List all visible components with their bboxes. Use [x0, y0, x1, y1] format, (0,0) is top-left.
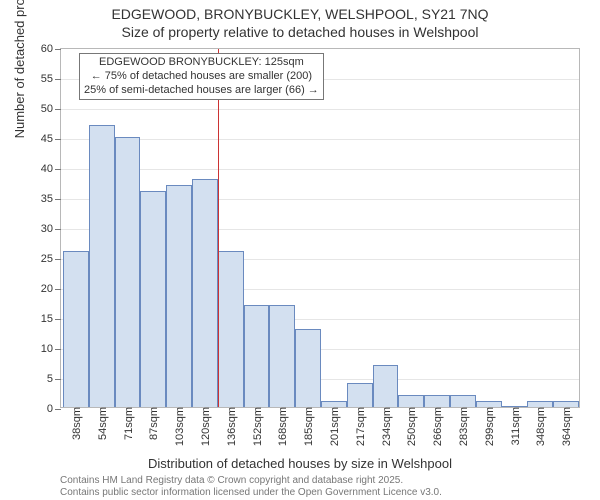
histogram-bar [192, 179, 218, 407]
footer-line-1: Contains HM Land Registry data © Crown c… [60, 475, 403, 487]
histogram-bar [450, 395, 476, 407]
histogram-bar [115, 137, 141, 407]
histogram-bar [347, 383, 373, 407]
histogram-bar [89, 125, 115, 407]
y-tick-label: 15 [41, 313, 61, 325]
x-tick-label: 185sqm [301, 407, 315, 446]
x-tick-label: 103sqm [172, 407, 186, 446]
y-axis-title: Number of detached properties [12, 0, 27, 138]
chart-title: EDGEWOOD, BRONYBUCKLEY, WELSHPOOL, SY21 … [0, 6, 600, 22]
x-tick-label: 136sqm [224, 407, 238, 446]
y-tick-label: 10 [41, 343, 61, 355]
x-tick-label: 283sqm [456, 407, 470, 446]
annotation-line-2: ← 75% of detached houses are smaller (20… [84, 70, 319, 84]
x-tick-label: 364sqm [559, 407, 573, 446]
x-axis-title: Distribution of detached houses by size … [0, 456, 600, 471]
gridline [61, 109, 579, 110]
y-tick-label: 20 [41, 283, 61, 295]
histogram-bar [218, 251, 244, 407]
footer-line-2: Contains public sector information licen… [60, 487, 442, 499]
histogram-bar [166, 185, 192, 407]
x-tick-label: 168sqm [275, 407, 289, 446]
x-tick-label: 217sqm [353, 407, 367, 446]
histogram-bar [424, 395, 450, 407]
x-tick-label: 120sqm [198, 407, 212, 446]
histogram-bar [373, 365, 399, 407]
y-tick-label: 60 [41, 43, 61, 55]
x-tick-label: 348sqm [533, 407, 547, 446]
x-tick-label: 152sqm [250, 407, 264, 446]
x-tick-label: 266sqm [430, 407, 444, 446]
reference-line [218, 49, 219, 407]
histogram-chart: EDGEWOOD, BRONYBUCKLEY, WELSHPOOL, SY21 … [0, 0, 600, 500]
x-tick-label: 87sqm [146, 407, 160, 440]
x-tick-label: 71sqm [121, 407, 135, 440]
x-tick-label: 201sqm [327, 407, 341, 446]
histogram-bar [398, 395, 424, 407]
histogram-bar [63, 251, 89, 407]
y-tick-label: 5 [47, 373, 61, 385]
y-tick-label: 50 [41, 103, 61, 115]
x-tick-label: 311sqm [508, 407, 522, 445]
y-tick-label: 25 [41, 253, 61, 265]
y-tick-label: 55 [41, 73, 61, 85]
histogram-bar [140, 191, 166, 407]
chart-subtitle: Size of property relative to detached ho… [0, 24, 600, 40]
histogram-bar [269, 305, 295, 407]
x-tick-label: 38sqm [69, 407, 83, 440]
x-tick-label: 299sqm [482, 407, 496, 446]
histogram-bar [244, 305, 270, 407]
x-tick-label: 54sqm [95, 407, 109, 440]
plot-area: EDGEWOOD BRONYBUCKLEY: 125sqm ← 75% of d… [60, 48, 580, 408]
y-tick-label: 30 [41, 223, 61, 235]
y-tick-label: 40 [41, 163, 61, 175]
histogram-bar [295, 329, 321, 407]
annotation-line-3: 25% of semi-detached houses are larger (… [84, 84, 319, 98]
x-tick-label: 234sqm [379, 407, 393, 446]
y-tick-label: 45 [41, 133, 61, 145]
annotation-line-1: EDGEWOOD BRONYBUCKLEY: 125sqm [84, 56, 319, 70]
y-tick-label: 0 [47, 403, 61, 415]
annotation-box: EDGEWOOD BRONYBUCKLEY: 125sqm ← 75% of d… [79, 53, 324, 100]
y-tick-label: 35 [41, 193, 61, 205]
x-tick-label: 250sqm [404, 407, 418, 446]
